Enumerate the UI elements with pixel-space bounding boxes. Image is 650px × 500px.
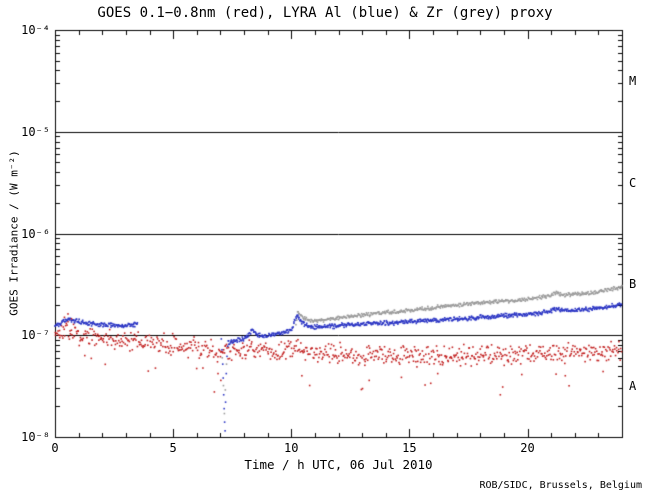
x-tick-label: 10 <box>284 441 299 455</box>
x-axis-label: Time / h UTC, 06 Jul 2010 <box>244 457 433 472</box>
y-tick-label: 10⁻⁷ <box>21 328 50 343</box>
x-tick-label: 0 <box>51 441 59 455</box>
flare-class-label: M <box>629 73 637 88</box>
y-tick-label: 10⁻⁴ <box>21 23 50 37</box>
y-tick-label: 10⁻⁸ <box>21 430 50 444</box>
y-tick-label: 10⁻⁶ <box>21 226 50 241</box>
flare-class-label: A <box>629 379 637 394</box>
x-tick-label: 5 <box>169 441 177 455</box>
x-tick-label: 20 <box>520 441 535 455</box>
chart-title: GOES 0.1−0.8nm (red), LYRA Al (blue) & Z… <box>97 5 553 21</box>
x-tick-label: 15 <box>402 441 417 455</box>
y-tick-label: 10⁻⁵ <box>21 124 50 139</box>
flare-class-label: C <box>629 175 637 190</box>
flare-class-label: B <box>629 277 637 292</box>
chart-footer-credit: ROB/SIDC, Brussels, Belgium <box>479 480 642 491</box>
